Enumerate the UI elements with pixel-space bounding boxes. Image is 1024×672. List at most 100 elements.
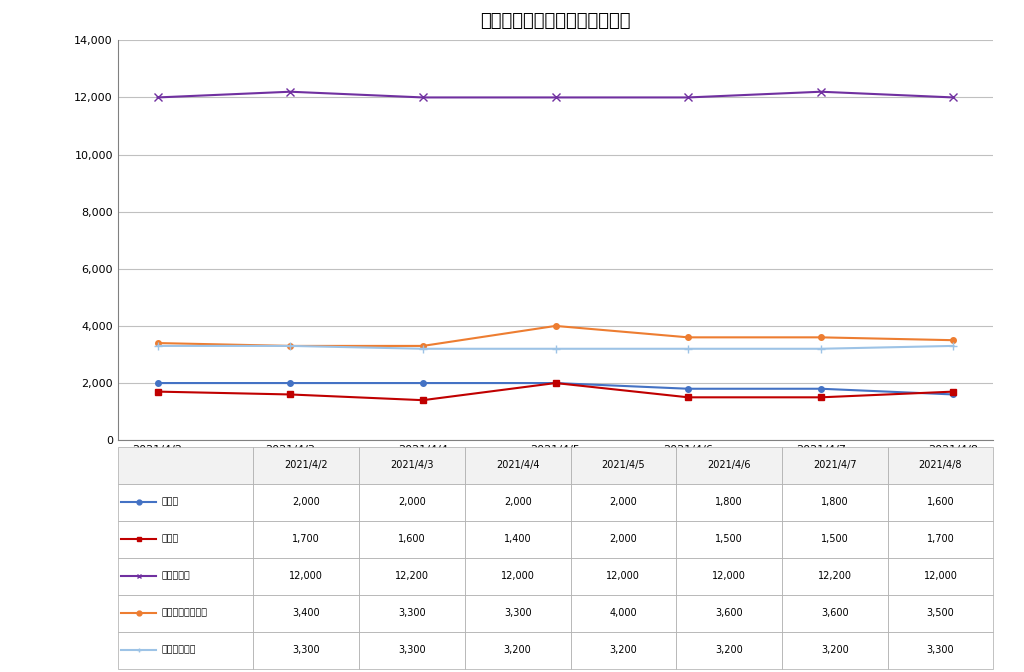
輝晶の破片 xyxy=(417,93,429,101)
魔因細胞のかけら xyxy=(947,336,959,344)
魔因細胞のかけら xyxy=(417,342,429,350)
Text: 12,200: 12,200 xyxy=(395,571,429,581)
Text: 12,000: 12,000 xyxy=(712,571,746,581)
Text: 3,200: 3,200 xyxy=(609,645,637,655)
Bar xyxy=(465,447,570,484)
魔因細胞のかけら xyxy=(549,322,561,330)
Text: 12,000: 12,000 xyxy=(501,571,535,581)
Bar xyxy=(254,521,359,558)
Bar xyxy=(676,632,782,669)
Text: 破魔石: 破魔石 xyxy=(161,535,178,544)
Text: 3,300: 3,300 xyxy=(398,608,426,618)
Text: 3,600: 3,600 xyxy=(715,608,742,618)
輝晶の破片 xyxy=(152,93,164,101)
汗と涙の結晶 xyxy=(152,342,164,350)
Bar xyxy=(118,484,254,521)
Bar xyxy=(676,558,782,595)
汗と涙の結晶 xyxy=(947,342,959,350)
Bar xyxy=(888,558,993,595)
Text: 2021/4/7: 2021/4/7 xyxy=(813,460,856,470)
Text: 2,000: 2,000 xyxy=(504,497,531,507)
Bar xyxy=(254,632,359,669)
Bar xyxy=(118,595,254,632)
輝晶の破片 xyxy=(682,93,694,101)
Text: 3,400: 3,400 xyxy=(293,608,321,618)
破魔石 xyxy=(549,379,561,387)
Bar xyxy=(254,447,359,484)
Line: 輝晶の破片: 輝晶の破片 xyxy=(154,87,957,101)
Text: 2,000: 2,000 xyxy=(609,497,637,507)
Text: 2021/4/3: 2021/4/3 xyxy=(390,460,434,470)
汗と涙の結晶 xyxy=(417,345,429,353)
汗と涙の結晶 xyxy=(682,345,694,353)
Text: 3,200: 3,200 xyxy=(821,645,849,655)
Text: 1,400: 1,400 xyxy=(504,534,531,544)
Text: 1,600: 1,600 xyxy=(927,497,954,507)
Bar xyxy=(782,595,888,632)
Bar xyxy=(570,521,676,558)
Text: 2,000: 2,000 xyxy=(609,534,637,544)
Bar xyxy=(465,558,570,595)
Bar xyxy=(359,558,465,595)
竜牙石 xyxy=(815,384,827,392)
Text: 3,600: 3,600 xyxy=(821,608,849,618)
Text: 2021/4/5: 2021/4/5 xyxy=(601,460,645,470)
破魔石 xyxy=(152,388,164,396)
Bar xyxy=(254,484,359,521)
Text: 1,500: 1,500 xyxy=(715,534,743,544)
Bar xyxy=(888,632,993,669)
Text: 1,700: 1,700 xyxy=(293,534,321,544)
Bar xyxy=(465,484,570,521)
Line: 破魔石: 破魔石 xyxy=(155,380,956,403)
Bar xyxy=(570,595,676,632)
Bar xyxy=(118,521,254,558)
竜牙石 xyxy=(417,379,429,387)
Text: 2021/4/2: 2021/4/2 xyxy=(285,460,328,470)
Text: 2021/4/8: 2021/4/8 xyxy=(919,460,963,470)
Text: 魔因細胞のかけら: 魔因細胞のかけら xyxy=(161,609,207,618)
輝晶の破片 xyxy=(947,93,959,101)
Bar xyxy=(782,521,888,558)
輝晶の破片 xyxy=(549,93,561,101)
Bar xyxy=(570,484,676,521)
Bar xyxy=(118,558,254,595)
Text: 12,000: 12,000 xyxy=(924,571,957,581)
Text: 3,300: 3,300 xyxy=(927,645,954,655)
Text: 3,300: 3,300 xyxy=(504,608,531,618)
Line: 汗と涙の結晶: 汗と涙の結晶 xyxy=(154,342,957,353)
Text: 2,000: 2,000 xyxy=(398,497,426,507)
Text: 3,200: 3,200 xyxy=(504,645,531,655)
輝晶の破片 xyxy=(815,88,827,96)
Text: 12,000: 12,000 xyxy=(606,571,640,581)
Bar xyxy=(782,558,888,595)
Text: 3,300: 3,300 xyxy=(293,645,321,655)
Bar xyxy=(570,558,676,595)
Bar xyxy=(465,521,570,558)
Bar xyxy=(359,521,465,558)
Text: 汗と涙の結晶: 汗と涙の結晶 xyxy=(161,646,196,655)
破魔石 xyxy=(417,396,429,405)
Bar xyxy=(254,595,359,632)
Text: 輝晶の破片: 輝晶の破片 xyxy=(161,572,189,581)
Bar xyxy=(676,595,782,632)
Text: 2021/4/4: 2021/4/4 xyxy=(496,460,540,470)
Bar xyxy=(465,595,570,632)
竜牙石 xyxy=(152,379,164,387)
Text: 1,800: 1,800 xyxy=(715,497,742,507)
Text: 12,000: 12,000 xyxy=(290,571,324,581)
Text: 1,600: 1,600 xyxy=(398,534,426,544)
Bar xyxy=(118,447,254,484)
Bar xyxy=(254,558,359,595)
Text: 3,500: 3,500 xyxy=(927,608,954,618)
Bar xyxy=(782,447,888,484)
Bar xyxy=(118,632,254,669)
魔因細胞のかけら xyxy=(284,342,296,350)
Text: 2,000: 2,000 xyxy=(293,497,321,507)
Bar xyxy=(570,447,676,484)
破魔石 xyxy=(947,388,959,396)
汗と涙の結晶 xyxy=(284,342,296,350)
Bar xyxy=(888,447,993,484)
Text: 竜牙石: 竜牙石 xyxy=(161,498,178,507)
破魔石 xyxy=(682,393,694,401)
Bar xyxy=(465,632,570,669)
